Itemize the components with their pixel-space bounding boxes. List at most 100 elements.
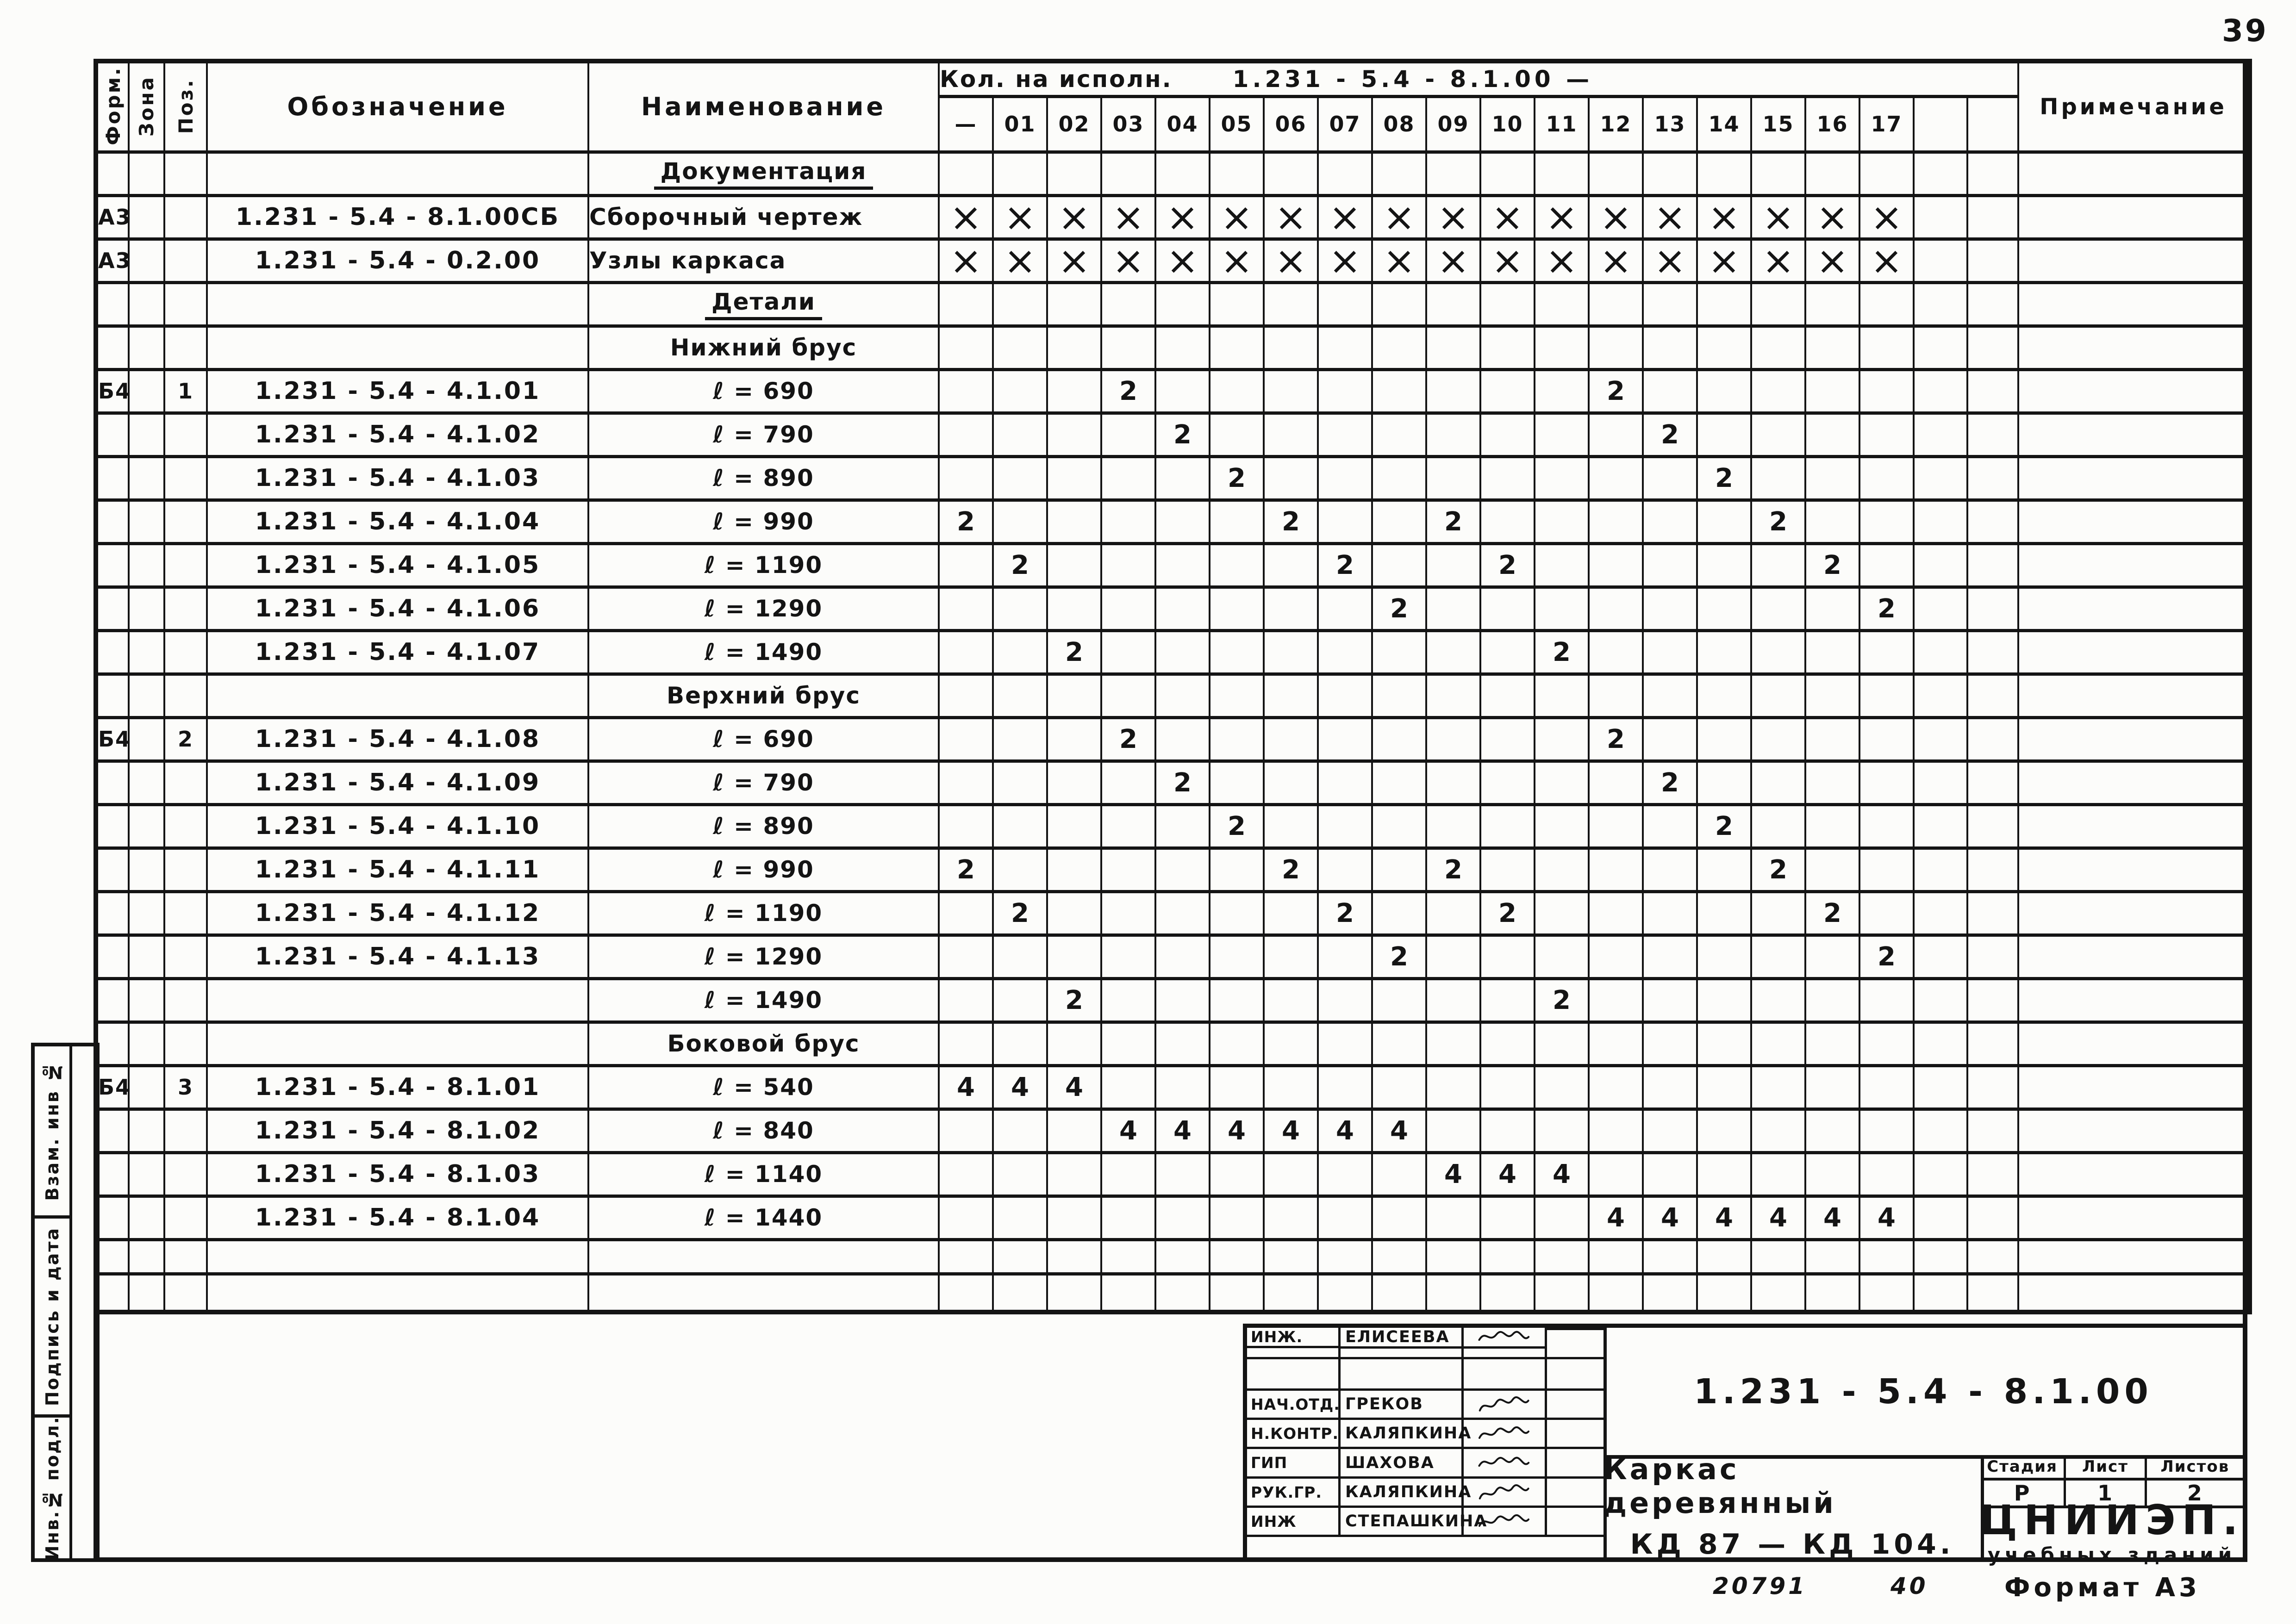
cell-qty-01 (992, 454, 1048, 502)
cell-qty-base: 2 (938, 498, 994, 545)
cell-name: ℓ = 1290 (587, 933, 940, 980)
cell-form (95, 628, 130, 676)
cell-qty-13 (1642, 1238, 1698, 1276)
cell-qty-13 (1642, 803, 1698, 850)
cell-qty-17 (1859, 454, 1915, 502)
cell-qty-05: 4 (1209, 1107, 1265, 1154)
cell-qty-02 (1046, 1107, 1102, 1154)
cell-name: ℓ = 1140 (587, 1151, 940, 1198)
table-row: 1.231 - 5.4 - 4.1.07 ℓ = 1490 2 2 (95, 628, 2251, 676)
cell-qty-06 (1263, 454, 1319, 502)
cell-qty-11 (1534, 716, 1590, 763)
cell-qty-14 (1696, 1107, 1752, 1154)
cell-blank-2 (1966, 1272, 2020, 1314)
cell-qty-05 (1209, 628, 1265, 676)
cell-qty-16 (1804, 716, 1860, 763)
cell-blank-2 (1966, 628, 2020, 676)
cell-qty-07 (1317, 1238, 1373, 1276)
cell-qty-04 (1154, 150, 1210, 197)
cell-name: ℓ = 690 (587, 716, 940, 763)
cell-qty-12 (1588, 803, 1644, 850)
cell-designation: 1.231 - 5.4 - 4.1.06 (206, 585, 589, 632)
cell-zone (128, 803, 165, 850)
cell-qty-08 (1371, 454, 1427, 502)
signer-name: ШАХОВА (1341, 1449, 1464, 1479)
cell-qty-15: 4 (1750, 1194, 1806, 1241)
cell-qty-04 (1154, 846, 1210, 893)
cell-qty-07 (1317, 1194, 1373, 1241)
cell-blank-1 (1913, 759, 1968, 806)
cell-qty-08 (1371, 280, 1427, 328)
exec-col-label-15: 15 (1750, 94, 1806, 154)
cell-qty-07 (1317, 716, 1373, 763)
cell-name: ℓ = 1490 (587, 977, 940, 1024)
section-row: Боковой брус (95, 1020, 2251, 1067)
cell-qty-11 (1534, 890, 1590, 937)
cell-qty-16: × (1804, 193, 1860, 241)
cell-qty-06 (1263, 541, 1319, 589)
cell-qty-16 (1804, 933, 1860, 980)
cell-qty-16 (1804, 628, 1860, 676)
cell-qty-02 (1046, 672, 1102, 719)
cell-qty-12 (1588, 1151, 1644, 1198)
cell-designation: 1.231 - 5.4 - 4.1.13 (206, 933, 589, 980)
cell-blank-2 (1966, 1194, 2020, 1241)
cell-qty-02 (1046, 411, 1102, 458)
cell-note (2017, 1064, 2251, 1111)
cell-qty-17: × (1859, 193, 1915, 241)
cell-qty-17 (1859, 716, 1915, 763)
cell-qty-13 (1642, 628, 1698, 676)
cell-qty-01 (992, 846, 1048, 893)
col-header-zone-label: Зона (135, 75, 158, 137)
cell-qty-11 (1534, 1107, 1590, 1154)
cell-qty-17 (1859, 324, 1915, 371)
cell-qty-05 (1209, 367, 1265, 415)
cell-qty-06 (1263, 1064, 1319, 1111)
cell-zone (128, 933, 165, 980)
cell-qty-14 (1696, 498, 1752, 545)
cell-qty-base (938, 411, 994, 458)
cell-qty-15 (1750, 1238, 1806, 1276)
cell-blank-1 (1913, 585, 1968, 632)
cell-pos (163, 150, 208, 197)
cell-note (2017, 237, 2251, 284)
cell-qty-13 (1642, 1107, 1698, 1154)
cell-qty-06 (1263, 933, 1319, 980)
cell-form (95, 454, 130, 502)
cell-name: Боковой брус (587, 1020, 940, 1067)
cell-qty-10 (1479, 411, 1535, 458)
cell-qty-04: 4 (1154, 1107, 1210, 1154)
cell-qty-12 (1588, 1238, 1644, 1276)
cell-qty-10 (1479, 628, 1535, 676)
cell-qty-16: 2 (1804, 890, 1860, 937)
cell-name: Детали (587, 280, 940, 328)
cell-qty-12: × (1588, 193, 1644, 241)
cell-qty-05 (1209, 759, 1265, 806)
cell-designation: 1.231 - 5.4 - 4.1.09 (206, 759, 589, 806)
table-row: 1.231 - 5.4 - 4.1.02 ℓ = 790 2 2 (95, 411, 2251, 458)
cell-qty-02 (1046, 1020, 1102, 1067)
cell-qty-01 (992, 672, 1048, 719)
cell-blank-2 (1966, 585, 2020, 632)
cell-qty-17: 2 (1859, 585, 1915, 632)
cell-qty-01 (992, 1194, 1048, 1241)
cell-designation: 1.231 - 5.4 - 4.1.07 (206, 628, 589, 676)
cell-qty-12 (1588, 1020, 1644, 1067)
signer-role: Н.КОНТР. (1247, 1420, 1341, 1449)
cell-qty-05: 2 (1209, 454, 1265, 502)
cell-qty-03 (1100, 672, 1156, 719)
cell-blank-1 (1913, 541, 1968, 589)
cell-qty-15 (1750, 367, 1806, 415)
cell-note (2017, 933, 2251, 980)
cell-qty-12: 2 (1588, 367, 1644, 415)
cell-note (2017, 803, 2251, 850)
cell-qty-11 (1534, 150, 1590, 197)
signer-name: ГРЕКОВ (1341, 1391, 1464, 1420)
cell-form (95, 1020, 130, 1067)
cell-qty-08 (1371, 716, 1427, 763)
cell-blank-1 (1913, 411, 1968, 458)
cell-qty-02 (1046, 324, 1102, 371)
cell-qty-07 (1317, 454, 1373, 502)
cell-blank-2 (1966, 280, 2020, 328)
cell-qty-13: × (1642, 193, 1698, 241)
